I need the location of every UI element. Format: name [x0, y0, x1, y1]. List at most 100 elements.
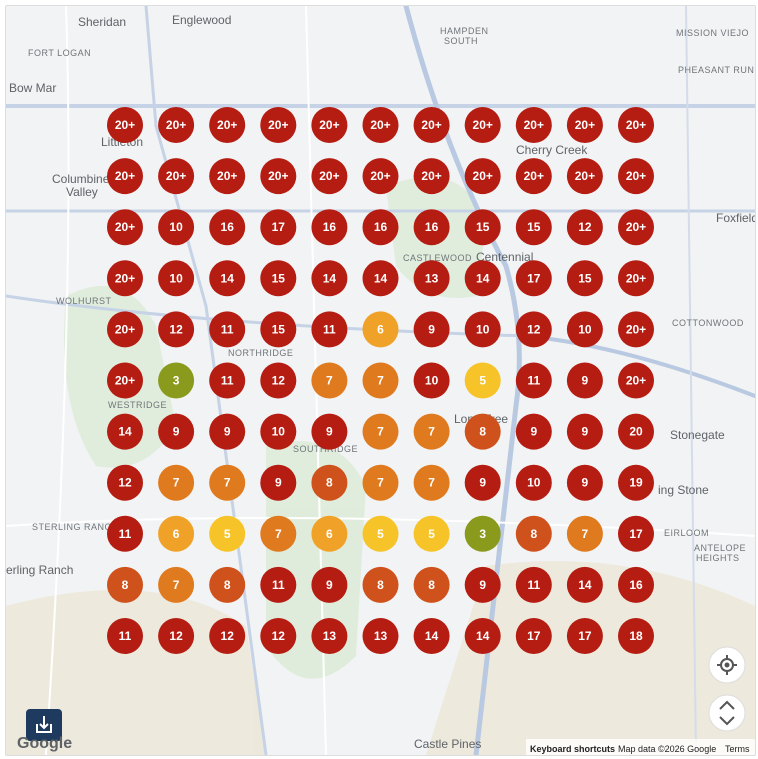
place-label: FORT LOGAN	[28, 48, 91, 58]
rank-pin-label: 11	[221, 374, 234, 388]
rank-pin: 14	[107, 413, 143, 450]
rank-pin: 10	[260, 413, 297, 450]
rank-pin: 17	[566, 618, 603, 654]
rank-pin: 20+	[362, 107, 399, 143]
rank-pin-label: 12	[169, 629, 183, 643]
rank-pin-label: 9	[582, 425, 589, 439]
rank-pin-circle	[107, 260, 143, 297]
rank-pin-circle	[464, 158, 501, 195]
rank-pin-circle	[107, 618, 143, 654]
rank-pin-label: 20	[629, 425, 643, 439]
rank-pin-label: 20+	[473, 118, 493, 132]
rank-pin: 7	[362, 413, 399, 450]
rank-pin-label: 14	[374, 271, 388, 285]
rank-pin-label: 9	[479, 476, 486, 490]
rank-pin-circle	[515, 618, 552, 654]
rank-pin: 6	[311, 515, 348, 552]
rank-pin-label: 13	[374, 629, 388, 643]
download-button[interactable]	[26, 709, 62, 741]
place-label: EIRLOOM	[664, 528, 709, 538]
terms[interactable]: Terms	[725, 744, 750, 754]
rank-pin: 20+	[618, 362, 654, 399]
rank-pin-circle	[158, 158, 195, 195]
rank-pin-label: 15	[527, 220, 541, 234]
rank-pin: 20+	[515, 107, 552, 143]
rank-pin: 16	[362, 209, 399, 246]
rank-pin-circle	[158, 107, 195, 143]
place-label: ANTELOPE	[694, 543, 746, 553]
rank-pin: 15	[515, 209, 552, 246]
rank-pin-label: 9	[582, 374, 589, 388]
rank-pin-circle	[618, 107, 654, 143]
rank-pin-circle	[107, 362, 143, 399]
rank-pin-circle	[311, 515, 348, 552]
rank-pin-circle	[107, 413, 143, 450]
place-label: CASTLEWOOD	[403, 253, 472, 263]
place-label: HEIGHTS	[696, 553, 740, 563]
rank-pin: 7	[413, 413, 450, 450]
rank-pin-label: 9	[224, 425, 231, 439]
rank-pin: 8	[413, 566, 450, 603]
map[interactable]: Sheridan Englewood HAMPDEN SOUTH MISSION…	[5, 5, 756, 756]
rank-pin: 17	[515, 618, 552, 654]
rank-pin-label: 11	[527, 374, 540, 388]
rank-pin-label: 10	[527, 476, 541, 490]
rank-pin: 12	[107, 464, 143, 501]
rank-pin-circle	[566, 362, 603, 399]
rank-pin-label: 20+	[370, 118, 390, 132]
rank-pin: 9	[311, 566, 348, 603]
rank-pin: 12	[158, 618, 195, 654]
rank-pin-label: 8	[122, 578, 129, 592]
rank-pin: 14	[209, 260, 246, 297]
rank-pin-circle	[413, 618, 450, 654]
rank-pin-label: 12	[272, 374, 286, 388]
rank-pin-circle	[464, 311, 501, 348]
place-label: Sheridan	[78, 15, 126, 29]
rank-pin-label: 20+	[115, 374, 135, 388]
rank-pin: 5	[209, 515, 246, 552]
rank-pin: 20+	[413, 158, 450, 195]
keyboard-shortcuts[interactable]: Keyboard shortcuts	[530, 744, 615, 754]
rank-pin: 18	[618, 618, 654, 654]
rank-pin-label: 7	[173, 476, 180, 490]
rank-pin-circle	[362, 413, 399, 450]
locate-button[interactable]	[708, 646, 746, 684]
rank-pin: 20+	[209, 107, 246, 143]
rank-pin: 14	[566, 566, 603, 603]
rank-pin: 13	[413, 260, 450, 297]
place-label: Englewood	[172, 13, 231, 27]
rank-pin: 16	[618, 566, 654, 603]
rank-pin-label: 20+	[319, 169, 339, 183]
rank-pin-label: 5	[428, 527, 435, 541]
rank-pin-circle	[413, 260, 450, 297]
rank-pin: 9	[464, 566, 501, 603]
rank-pin: 15	[260, 311, 297, 348]
rank-pin-label: 5	[377, 527, 384, 541]
rank-pin: 20	[618, 413, 654, 450]
rank-pin-circle	[515, 464, 552, 501]
rank-pin-label: 20+	[626, 322, 646, 336]
rank-pin: 14	[413, 618, 450, 654]
rank-pin-label: 14	[476, 271, 490, 285]
rank-pin-circle	[515, 209, 552, 246]
rank-pin-circle	[362, 260, 399, 297]
rank-pin-circle	[158, 260, 195, 297]
rank-pin: 20+	[260, 158, 297, 195]
fullscreen-button[interactable]	[708, 694, 746, 732]
rank-pin-circle	[464, 566, 501, 603]
rank-pin: 12	[260, 362, 297, 399]
rank-pin-label: 20+	[626, 271, 646, 285]
rank-pin-label: 20+	[626, 220, 646, 234]
rank-pin-circle	[209, 260, 246, 297]
rank-pin: 7	[566, 515, 603, 552]
rank-pin: 20+	[260, 107, 297, 143]
rank-pin-label: 20+	[115, 169, 135, 183]
rank-pin-label: 8	[479, 425, 486, 439]
place-label: ing Stone	[658, 483, 709, 497]
rank-pin: 8	[209, 566, 246, 603]
place-label: Stonegate	[670, 428, 725, 442]
rank-pin-circle	[260, 311, 297, 348]
rank-pin-label: 11	[119, 527, 132, 541]
rank-pin: 10	[158, 209, 195, 246]
rank-pin-circle	[311, 464, 348, 501]
